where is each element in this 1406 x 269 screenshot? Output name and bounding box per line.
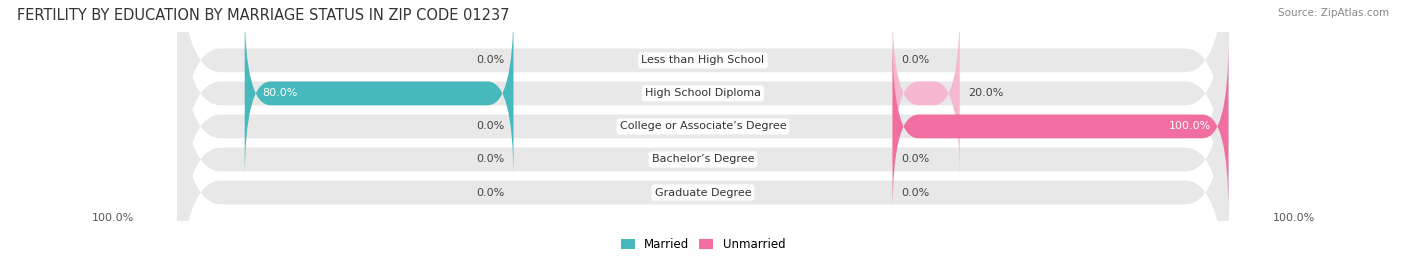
Text: Graduate Degree: Graduate Degree <box>655 187 751 197</box>
Text: 0.0%: 0.0% <box>901 154 929 164</box>
FancyBboxPatch shape <box>893 39 1229 214</box>
Text: 0.0%: 0.0% <box>901 55 929 65</box>
FancyBboxPatch shape <box>177 0 1229 269</box>
FancyBboxPatch shape <box>177 0 1229 214</box>
Text: Bachelor’s Degree: Bachelor’s Degree <box>652 154 754 164</box>
Text: High School Diploma: High School Diploma <box>645 89 761 98</box>
Text: Source: ZipAtlas.com: Source: ZipAtlas.com <box>1278 8 1389 18</box>
Text: 100.0%: 100.0% <box>1272 213 1315 223</box>
FancyBboxPatch shape <box>245 6 513 180</box>
Text: 100.0%: 100.0% <box>91 213 134 223</box>
Text: 80.0%: 80.0% <box>262 89 297 98</box>
FancyBboxPatch shape <box>177 0 1229 247</box>
Text: 0.0%: 0.0% <box>477 121 505 132</box>
FancyBboxPatch shape <box>893 6 960 180</box>
Legend: Married, Unmarried: Married, Unmarried <box>616 234 790 256</box>
Text: Less than High School: Less than High School <box>641 55 765 65</box>
Text: 0.0%: 0.0% <box>477 187 505 197</box>
Text: 100.0%: 100.0% <box>1168 121 1211 132</box>
Text: FERTILITY BY EDUCATION BY MARRIAGE STATUS IN ZIP CODE 01237: FERTILITY BY EDUCATION BY MARRIAGE STATU… <box>17 8 509 23</box>
FancyBboxPatch shape <box>177 6 1229 269</box>
Text: 0.0%: 0.0% <box>477 55 505 65</box>
Text: College or Associate’s Degree: College or Associate’s Degree <box>620 121 786 132</box>
FancyBboxPatch shape <box>177 39 1229 269</box>
Text: 20.0%: 20.0% <box>969 89 1004 98</box>
Text: 0.0%: 0.0% <box>901 187 929 197</box>
Text: 0.0%: 0.0% <box>477 154 505 164</box>
